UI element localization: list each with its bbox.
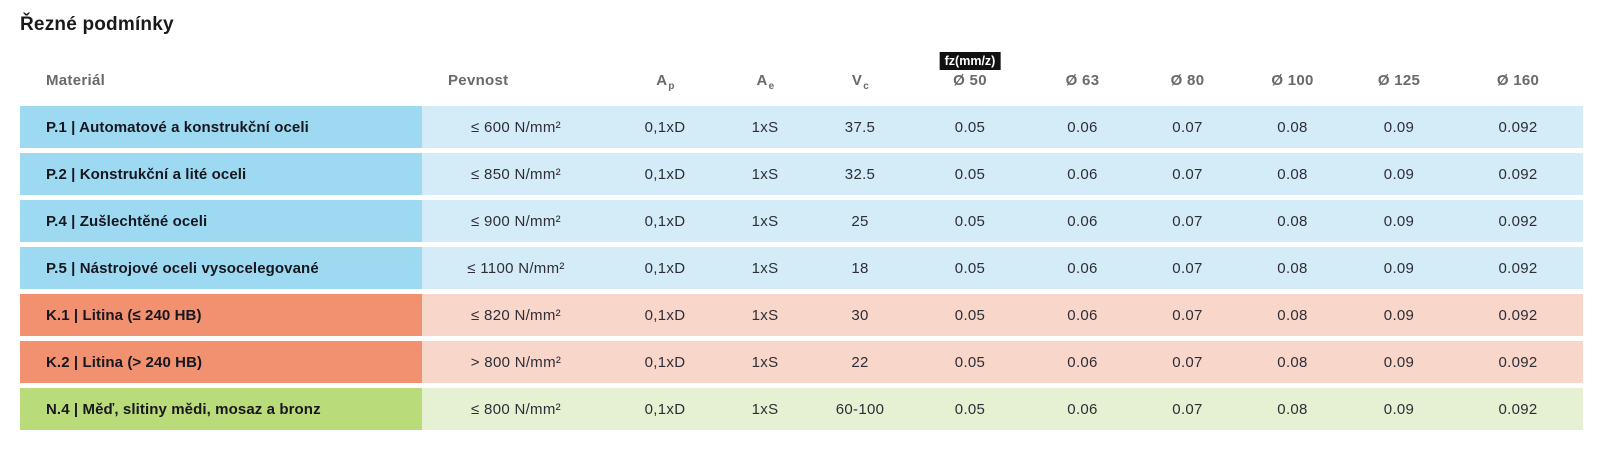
pevnost-cell: ≤ 820 N/mm² bbox=[422, 294, 610, 336]
fz-cell: 0.09 bbox=[1345, 200, 1453, 242]
fz-cell: 0.08 bbox=[1240, 247, 1345, 289]
col-header-d80: Ø 80 bbox=[1170, 72, 1205, 89]
fz-cell: 0.092 bbox=[1453, 153, 1583, 195]
table-row: P.1 | Automatové a konstrukční oceli ≤ 6… bbox=[20, 106, 1583, 148]
fz-cell: 0.09 bbox=[1345, 153, 1453, 195]
fz-cell: 0.06 bbox=[1030, 200, 1135, 242]
fz-cell: 0.05 bbox=[910, 106, 1030, 148]
cutting-conditions-table: Materiál Pevnost Ap Ae Vc fz(mm/z) Ø 50 … bbox=[20, 38, 1583, 435]
pevnost-cell: ≤ 1100 N/mm² bbox=[422, 247, 610, 289]
ap-cell: 0,1xD bbox=[610, 294, 720, 336]
material-cell: N.4 | Měď, slitiny mědi, mosaz a bronz bbox=[20, 388, 422, 430]
fz-cell: 0.092 bbox=[1453, 200, 1583, 242]
col-header-d100: Ø 100 bbox=[1271, 72, 1314, 89]
material-cell: P.4 | Zušlechtěné oceli bbox=[20, 200, 422, 242]
fz-cell: 0.08 bbox=[1240, 341, 1345, 383]
fz-cell: 0.092 bbox=[1453, 106, 1583, 148]
fz-cell: 0.08 bbox=[1240, 294, 1345, 336]
page-title: Řezné podmínky bbox=[20, 14, 174, 35]
fz-cell: 0.07 bbox=[1135, 294, 1240, 336]
table-row: N.4 | Měď, slitiny mědi, mosaz a bronz ≤… bbox=[20, 388, 1583, 430]
fz-cell: 0.09 bbox=[1345, 106, 1453, 148]
ae-cell: 1xS bbox=[720, 153, 810, 195]
ap-cell: 0,1xD bbox=[610, 153, 720, 195]
table-row: P.2 | Konstrukční a lité oceli ≤ 850 N/m… bbox=[20, 153, 1583, 195]
fz-cell: 0.05 bbox=[910, 294, 1030, 336]
fz-cell: 0.09 bbox=[1345, 341, 1453, 383]
vc-cell: 60-100 bbox=[810, 388, 910, 430]
ap-cell: 0,1xD bbox=[610, 106, 720, 148]
material-cell: K.1 | Litina (≤ 240 HB) bbox=[20, 294, 422, 336]
fz-cell: 0.07 bbox=[1135, 106, 1240, 148]
fz-cell: 0.05 bbox=[910, 153, 1030, 195]
fz-cell: 0.07 bbox=[1135, 341, 1240, 383]
fz-cell: 0.05 bbox=[910, 341, 1030, 383]
fz-cell: 0.05 bbox=[910, 388, 1030, 430]
fz-cell: 0.08 bbox=[1240, 153, 1345, 195]
col-header-ap: Ap bbox=[656, 72, 675, 92]
fz-cell: 0.05 bbox=[910, 200, 1030, 242]
ae-cell: 1xS bbox=[720, 341, 810, 383]
vc-cell: 22 bbox=[810, 341, 910, 383]
ae-cell: 1xS bbox=[720, 294, 810, 336]
pevnost-cell: ≤ 900 N/mm² bbox=[422, 200, 610, 242]
col-header-d63: Ø 63 bbox=[1065, 72, 1100, 89]
pevnost-cell: ≤ 800 N/mm² bbox=[422, 388, 610, 430]
fz-cell: 0.07 bbox=[1135, 388, 1240, 430]
vc-cell: 30 bbox=[810, 294, 910, 336]
ap-cell: 0,1xD bbox=[610, 247, 720, 289]
table-row: P.5 | Nástrojové oceli vysocelegované ≤ … bbox=[20, 247, 1583, 289]
col-header-d160: Ø 160 bbox=[1496, 72, 1540, 89]
material-cell: K.2 | Litina (> 240 HB) bbox=[20, 341, 422, 383]
fz-cell: 0.092 bbox=[1453, 294, 1583, 336]
col-header-pevnost: Pevnost bbox=[448, 72, 509, 89]
vc-cell: 32.5 bbox=[810, 153, 910, 195]
ap-cell: 0,1xD bbox=[610, 200, 720, 242]
fz-cell: 0.06 bbox=[1030, 106, 1135, 148]
vc-cell: 25 bbox=[810, 200, 910, 242]
fz-cell: 0.06 bbox=[1030, 247, 1135, 289]
fz-cell: 0.092 bbox=[1453, 388, 1583, 430]
ae-cell: 1xS bbox=[720, 247, 810, 289]
fz-cell: 0.07 bbox=[1135, 200, 1240, 242]
fz-cell: 0.07 bbox=[1135, 153, 1240, 195]
ap-cell: 0,1xD bbox=[610, 388, 720, 430]
fz-cell: 0.06 bbox=[1030, 153, 1135, 195]
ae-cell: 1xS bbox=[720, 200, 810, 242]
pevnost-cell: ≤ 850 N/mm² bbox=[422, 153, 610, 195]
table-header-row: Materiál Pevnost Ap Ae Vc fz(mm/z) Ø 50 … bbox=[20, 43, 1583, 101]
col-header-d50: fz(mm/z) Ø 50 bbox=[910, 43, 1030, 101]
table-row: P.4 | Zušlechtěné oceli ≤ 900 N/mm² 0,1x… bbox=[20, 200, 1583, 242]
fz-cell: 0.05 bbox=[910, 247, 1030, 289]
ap-cell: 0,1xD bbox=[610, 341, 720, 383]
table-row: K.1 | Litina (≤ 240 HB) ≤ 820 N/mm² 0,1x… bbox=[20, 294, 1583, 336]
fz-cell: 0.08 bbox=[1240, 388, 1345, 430]
col-header-material: Materiál bbox=[46, 72, 106, 89]
fz-cell: 0.06 bbox=[1030, 294, 1135, 336]
material-cell: P.2 | Konstrukční a lité oceli bbox=[20, 153, 422, 195]
ae-cell: 1xS bbox=[720, 388, 810, 430]
fz-cell: 0.08 bbox=[1240, 200, 1345, 242]
pevnost-cell: > 800 N/mm² bbox=[422, 341, 610, 383]
vc-cell: 37.5 bbox=[810, 106, 910, 148]
fz-cell: 0.092 bbox=[1453, 247, 1583, 289]
col-header-vc: Vc bbox=[851, 72, 870, 92]
fz-cell: 0.08 bbox=[1240, 106, 1345, 148]
material-cell: P.1 | Automatové a konstrukční oceli bbox=[20, 106, 422, 148]
pevnost-cell: ≤ 600 N/mm² bbox=[422, 106, 610, 148]
fz-cell: 0.09 bbox=[1345, 247, 1453, 289]
fz-cell: 0.06 bbox=[1030, 341, 1135, 383]
fz-cell: 0.09 bbox=[1345, 294, 1453, 336]
col-header-d125: Ø 125 bbox=[1377, 72, 1421, 89]
col-header-ae: Ae bbox=[756, 72, 775, 92]
fz-unit-badge: fz(mm/z) bbox=[939, 52, 1001, 70]
fz-cell: 0.09 bbox=[1345, 388, 1453, 430]
fz-cell: 0.092 bbox=[1453, 341, 1583, 383]
fz-cell: 0.07 bbox=[1135, 247, 1240, 289]
vc-cell: 18 bbox=[810, 247, 910, 289]
material-cell: P.5 | Nástrojové oceli vysocelegované bbox=[20, 247, 422, 289]
ae-cell: 1xS bbox=[720, 106, 810, 148]
fz-cell: 0.06 bbox=[1030, 388, 1135, 430]
table-row: K.2 | Litina (> 240 HB) > 800 N/mm² 0,1x… bbox=[20, 341, 1583, 383]
